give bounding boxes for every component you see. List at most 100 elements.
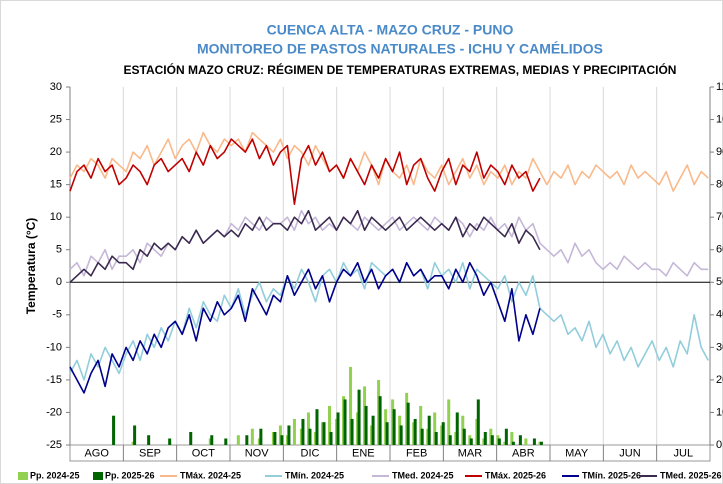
precip-bar [168, 438, 172, 445]
precip-bar [236, 435, 240, 445]
precip-bar [524, 438, 528, 445]
precip-bar [427, 415, 431, 445]
x-tick-label: JUN [619, 447, 640, 459]
y-tick-label: 10 [50, 211, 62, 223]
precip-bar [420, 428, 424, 445]
legend-label: TMáx. 2024-25 [180, 470, 241, 480]
y2-tick-label: 100 [716, 113, 723, 125]
y-tick-label: -25 [46, 439, 62, 451]
precip-bar [147, 435, 151, 445]
precip-bar [448, 435, 452, 445]
temperature-line [69, 209, 541, 283]
precip-bar [392, 409, 396, 445]
y2-tick-label: 20 [716, 374, 723, 386]
precip-bar [273, 431, 277, 445]
precip-bar [245, 435, 249, 445]
y-tick-label: -15 [46, 374, 62, 386]
y2-tick-label: 40 [716, 309, 723, 321]
precip-bar [357, 389, 361, 445]
x-tick-label: FEB [406, 447, 427, 459]
legend-label: TMed. 2024-25 [392, 470, 454, 480]
x-tick-label: ABR [512, 447, 535, 459]
precip-bar [322, 422, 326, 445]
precip-bar [336, 412, 340, 445]
precip-bar [224, 438, 228, 445]
precip-bar [287, 425, 291, 445]
y-tick-label: -20 [46, 406, 62, 418]
precip-bar [447, 399, 451, 445]
y2-tick-label: 10 [716, 406, 723, 418]
precip-bar [259, 428, 263, 445]
precip-bar [189, 431, 193, 445]
precip-bar [343, 399, 347, 445]
precip-bar [364, 405, 368, 445]
legend-label: TMín. 2024-25 [285, 470, 344, 480]
precip-bar [433, 412, 437, 445]
chart-subtitle: MONITOREO DE PASTOS NATURALES - ICHU Y C… [197, 41, 603, 57]
chart-title: CUENCA ALTA - MAZO CRUZ - PUNO [267, 22, 514, 38]
precip-bar [504, 428, 508, 445]
precip-bar [350, 418, 354, 445]
y2-tick-label: 80 [716, 179, 723, 191]
legend-label: TMáx. 2025-26 [485, 470, 546, 480]
precip-bar [441, 422, 445, 445]
precip-bar [476, 399, 480, 445]
y-tick-label: 5 [56, 244, 62, 256]
precip-bar [399, 425, 403, 445]
legend-label: TMín. 2025-26 [582, 470, 641, 480]
precip-bar [378, 396, 382, 445]
legend-label: Pp. 2024-25 [30, 470, 80, 480]
x-tick-label: ENE [352, 447, 375, 459]
precip-bar [469, 438, 473, 445]
legend-label: TMed. 2025-26 [660, 470, 722, 480]
precip-bar [329, 431, 333, 445]
precip-bar [510, 431, 514, 445]
y2-tick-label: 60 [716, 244, 723, 256]
precip-bar [455, 412, 459, 445]
y2-tick-label: 70 [716, 211, 723, 223]
y-tick-label: 30 [50, 81, 62, 93]
y2-tick-label: 90 [716, 146, 723, 158]
y-tick-label: -10 [46, 341, 62, 353]
precip-bar [385, 422, 389, 445]
precip-bar [539, 441, 543, 445]
precip-bar [419, 405, 423, 445]
precip-bar [133, 425, 137, 445]
precip-bar [328, 405, 332, 445]
chart-heading: ESTACIÓN MAZO CRUZ: RÉGIMEN DE TEMPERATU… [124, 62, 677, 77]
x-tick-label: SEP [139, 447, 161, 459]
x-tick-label: MAY [565, 447, 589, 459]
precip-bar [434, 431, 438, 445]
precip-bar [497, 438, 501, 445]
precip-bar [292, 418, 296, 445]
y2-tick-label: 110 [716, 81, 723, 93]
precip-bar [462, 428, 466, 445]
precip-bar [308, 428, 312, 445]
precip-bar [250, 428, 254, 445]
y-tick-label: 0 [56, 276, 62, 288]
precip-bar [518, 435, 522, 445]
y2-tick-label: 0 [716, 439, 722, 451]
temperature-line [69, 261, 541, 394]
x-tick-label: AGO [84, 447, 109, 459]
precip-bar [490, 435, 494, 445]
legend-label: Pp. 2025-26 [105, 470, 155, 480]
x-tick-label: JUL [674, 447, 694, 459]
x-tick-label: MAR [458, 447, 483, 459]
precip-bar [413, 418, 417, 445]
legend-swatch [93, 472, 103, 480]
x-tick-label: OCT [192, 447, 216, 459]
x-tick-label: DIC [301, 447, 320, 459]
precip-bar [406, 402, 410, 445]
y2-tick-label: 50 [716, 276, 723, 288]
precip-bar [532, 438, 536, 445]
y-axis-label: Temperatura (°C) [24, 218, 38, 315]
month-box [656, 444, 711, 462]
legend-swatch [18, 472, 28, 480]
x-tick-label: NOV [245, 447, 270, 459]
y-tick-label: -5 [52, 309, 62, 321]
precip-bar [483, 431, 487, 445]
precip-bar [511, 441, 515, 445]
precip-bar [301, 418, 305, 445]
